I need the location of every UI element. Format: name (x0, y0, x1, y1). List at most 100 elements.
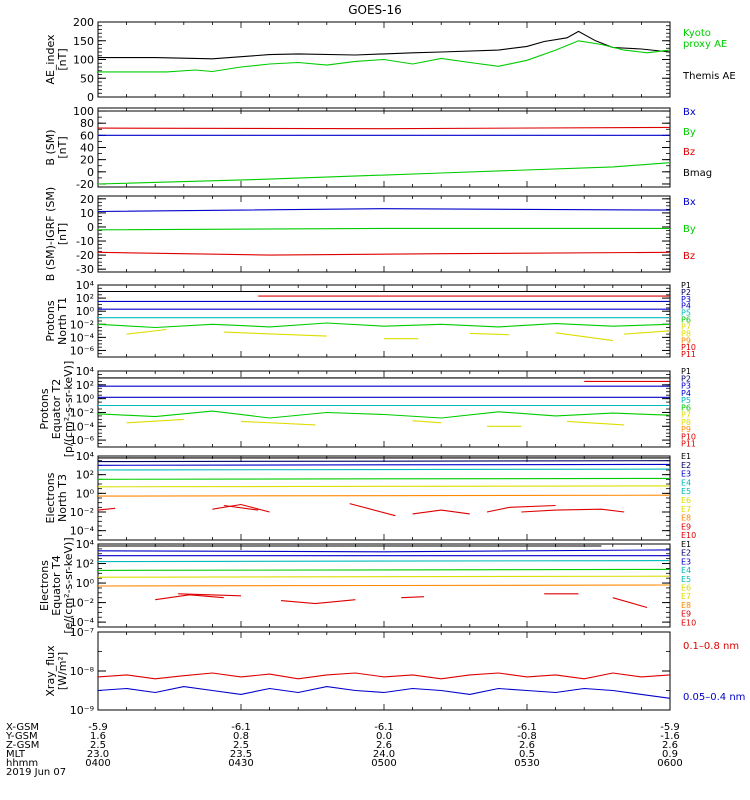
legend-entry: P3 (681, 382, 691, 391)
legend-entry: Kyoto (683, 28, 711, 39)
y-tick-label: 10⁻⁴ (70, 616, 95, 629)
legend-entry: P2 (681, 374, 691, 383)
legend-entry: E2 (681, 549, 691, 558)
series-segment (412, 420, 442, 424)
footer-row-label: Y-GSM (5, 731, 38, 742)
series-segment (126, 328, 167, 335)
y-axis-label: Electrons (38, 560, 51, 611)
series-line (97, 463, 671, 466)
footer-value: 0.9 (662, 749, 678, 760)
series-line (97, 322, 671, 329)
footer-row-label: X-GSM (6, 722, 39, 733)
y-tick-label: 10 (80, 207, 94, 220)
y-axis-label: [p/(cm²-s-sr-keV)] (62, 361, 75, 458)
series-segment (212, 503, 270, 513)
y-axis-label: B (SM)-IGRF (SM) (44, 187, 57, 281)
legend-entry: P10 (681, 343, 696, 352)
y-tick-label: 50 (80, 72, 94, 85)
y-tick-label: 10⁻⁶ (70, 344, 95, 357)
series-segment (223, 504, 259, 511)
y-tick-label: 10⁴ (76, 538, 95, 551)
footer-value: 0400 (85, 758, 110, 769)
y-tick-label: 80 (80, 117, 94, 130)
footer-value: 24.0 (373, 749, 395, 760)
y-tick-label: 10⁻⁸ (70, 665, 95, 678)
y-axis-label: Electrons (44, 472, 57, 523)
series-line (97, 227, 670, 231)
footer-row-label: Z-GSM (6, 740, 39, 751)
y-tick-label: 0 (87, 91, 94, 104)
series-segment (412, 509, 470, 515)
y-axis-label: [W/m²] (56, 652, 69, 690)
series-segment (223, 331, 327, 337)
series-line (97, 672, 671, 680)
footer-row-label: 2019 Jun 07 (6, 767, 66, 778)
series-line (97, 126, 671, 130)
series-segment (566, 420, 625, 426)
footer-value: 2.5 (90, 740, 106, 751)
legend-entry: Bmag (683, 168, 712, 179)
legend-entry: E1 (681, 540, 691, 549)
series-line (97, 477, 671, 480)
series-line (97, 568, 671, 571)
y-tick-label: 10⁻⁴ (70, 420, 95, 433)
legend-entry: E7 (681, 505, 691, 514)
y-tick-label: 10⁻² (70, 318, 94, 331)
legend-entry: P10 (681, 432, 696, 441)
legend-entry: E5 (681, 575, 691, 584)
legend-entry: P11 (681, 440, 696, 449)
y-axis-label: North T1 (56, 297, 69, 345)
footer-value: 2.5 (233, 740, 249, 751)
y-tick-label: 10⁻⁴ (70, 525, 95, 538)
legend-entry: P11 (681, 350, 696, 359)
series-segment (349, 503, 396, 517)
legend-entry: Themis AE (682, 71, 736, 82)
series-line (97, 549, 671, 553)
y-tick-label: 10⁻⁴ (70, 331, 95, 344)
legend-entry: Bz (683, 147, 695, 158)
legend-entry: P9 (681, 425, 691, 434)
series-line (97, 560, 671, 563)
legend-entry: P6 (681, 316, 691, 325)
legend-entry: P2 (681, 288, 691, 297)
legend-entry: E3 (681, 470, 691, 479)
legend-entry: E10 (681, 618, 696, 627)
y-axis-label: Equator T2 (50, 379, 63, 439)
footer-value: 0600 (657, 758, 682, 769)
y-tick-label: 10² (76, 469, 94, 482)
legend-entry: E8 (681, 514, 691, 523)
y-tick-label: -20 (76, 178, 94, 191)
series-line (97, 494, 671, 497)
series-line (97, 575, 671, 578)
legend-entry: Bx (683, 197, 696, 208)
y-axis-label: Protons (44, 300, 57, 341)
legend-entry: P8 (681, 418, 691, 427)
footer-value: -6.1 (231, 722, 251, 733)
series-segment (521, 508, 625, 513)
series-segment (280, 599, 356, 605)
legend-entry: By (683, 224, 696, 235)
legend-entry: E8 (681, 601, 691, 610)
legend-entry: E5 (681, 487, 691, 496)
series-line (97, 410, 671, 419)
footer-value: 1.6 (90, 731, 106, 742)
footer-value: 2.6 (376, 740, 392, 751)
y-tick-label: 10⁻² (70, 406, 94, 419)
legend-entry: P7 (681, 411, 691, 420)
y-tick-label: 10⁴ (76, 365, 95, 378)
legend-entry: E4 (681, 566, 691, 575)
y-tick-label: 60 (80, 129, 94, 142)
legend-entry: P4 (681, 389, 691, 398)
legend-entry: P8 (681, 329, 691, 338)
footer-value: -6.1 (374, 722, 394, 733)
y-axis-label: AE_index (44, 34, 57, 85)
chart-title: GOES-16 (348, 3, 402, 17)
series-segment (126, 418, 184, 424)
y-tick-label: 0 (87, 166, 94, 179)
legend-entry: P9 (681, 336, 691, 345)
y-tick-label: 10⁰ (76, 305, 95, 318)
series-line (97, 584, 671, 587)
legend-entry: E6 (681, 584, 691, 593)
y-tick-label: 10⁻² (70, 597, 94, 610)
legend-entry: E10 (681, 531, 696, 540)
